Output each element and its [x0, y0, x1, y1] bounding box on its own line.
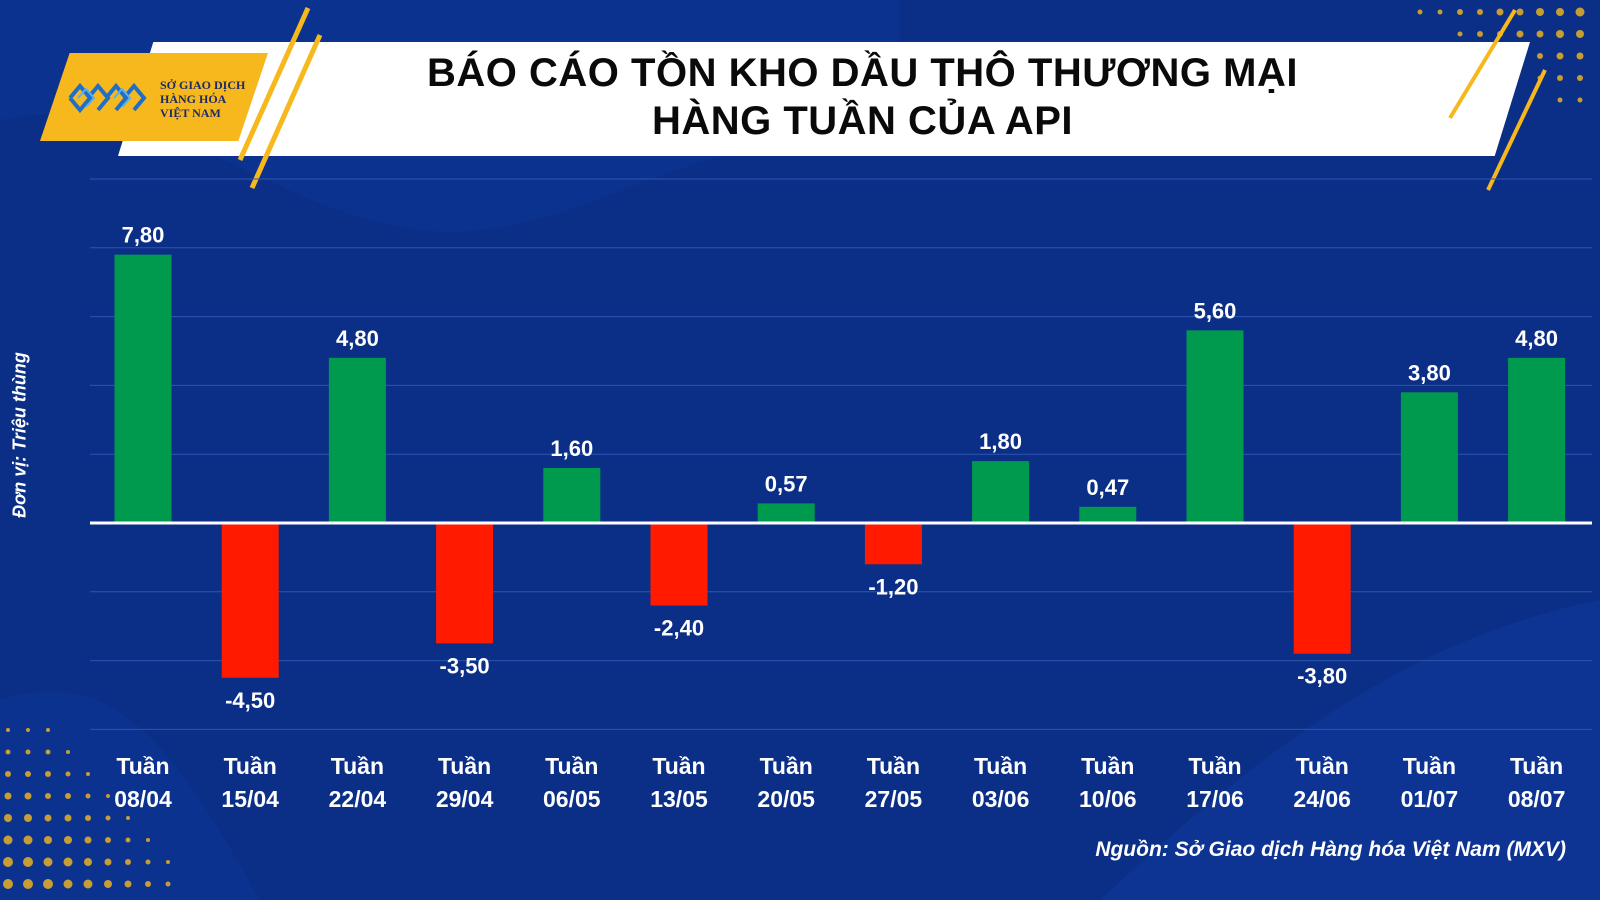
x-tick-label: 24/06	[1293, 786, 1351, 812]
data-label: -2,40	[654, 616, 704, 641]
data-label: -4,50	[225, 688, 275, 713]
data-label: 7,80	[122, 223, 165, 248]
x-tick-label: 29/04	[436, 786, 494, 812]
x-tick-label: 10/06	[1079, 786, 1137, 812]
x-tick-label: 17/06	[1186, 786, 1244, 812]
data-label: 3,80	[1408, 360, 1451, 385]
bar-22-04	[328, 357, 386, 523]
title-banner	[118, 42, 1530, 156]
x-tick-label-prefix: Tuần	[1296, 753, 1349, 779]
data-label: 0,57	[765, 471, 808, 496]
bar-15-04	[221, 523, 279, 678]
bar-06-05	[543, 467, 601, 523]
logo-line-2: HÀNG HÓA	[160, 92, 227, 106]
bar-20-05	[757, 503, 815, 523]
x-tick-label: 20/05	[757, 786, 815, 812]
x-tick-label-prefix: Tuần	[1188, 753, 1241, 779]
x-tick-label: 27/05	[865, 786, 923, 812]
chart-title-line-1: BÁO CÁO TỒN KHO DẦU THÔ THƯƠNG MẠI	[427, 51, 1298, 95]
data-label: 1,60	[550, 436, 593, 461]
bar-13-05	[650, 523, 708, 606]
x-tick-label: 15/04	[221, 786, 279, 812]
x-tick-label-prefix: Tuần	[760, 753, 813, 779]
bar-08-07	[1508, 357, 1566, 523]
bar-27-05	[864, 523, 922, 565]
logo-line-1: SỞ GIAO DỊCH	[160, 78, 246, 92]
data-label: 4,80	[336, 326, 379, 351]
x-tick-label: 22/04	[329, 786, 387, 812]
bar-01-07	[1400, 392, 1458, 523]
chart-title-line-2: HÀNG TUẦN CỦA API	[651, 99, 1074, 143]
x-tick-label: 08/04	[114, 786, 172, 812]
x-tick-label-prefix: Tuần	[1081, 753, 1134, 779]
x-tick-label: 01/07	[1401, 786, 1459, 812]
bar-03-06	[972, 461, 1030, 523]
x-tick-label-prefix: Tuần	[331, 753, 384, 779]
data-label: 0,47	[1086, 475, 1129, 500]
data-label: -3,50	[440, 653, 490, 678]
x-tick-label-prefix: Tuần	[1403, 753, 1456, 779]
x-tick-label: 03/06	[972, 786, 1030, 812]
source-note: Nguồn: Sở Giao dịch Hàng hóa Việt Nam (M…	[1095, 838, 1566, 861]
logo-text: SỞ GIAO DỊCH HÀNG HÓA VIỆT NAM	[160, 78, 245, 120]
bar-24-06	[1293, 523, 1351, 654]
x-tick-label-prefix: Tuần	[438, 753, 491, 779]
mxv-logo-icon	[68, 82, 147, 114]
bar-08-04	[114, 254, 172, 523]
data-label: 1,80	[979, 429, 1022, 454]
x-tick-label-prefix: Tuần	[974, 753, 1027, 779]
bar-29-04	[436, 523, 494, 644]
logo-line-3: VIỆT NAM	[160, 106, 221, 120]
bar-17-06	[1186, 330, 1244, 523]
data-label: 5,60	[1194, 298, 1237, 323]
x-tick-label-prefix: Tuần	[224, 753, 277, 779]
data-label: 4,80	[1515, 326, 1558, 351]
data-label: -3,80	[1297, 664, 1347, 689]
x-tick-label-prefix: Tuần	[545, 753, 598, 779]
x-tick-label: 08/07	[1508, 786, 1566, 812]
x-tick-label: 06/05	[543, 786, 601, 812]
x-tick-label-prefix: Tuần	[652, 753, 705, 779]
x-tick-label-prefix: Tuần	[116, 753, 169, 779]
x-tick-label-prefix: Tuần	[1510, 753, 1563, 779]
data-label: -1,20	[868, 574, 918, 599]
x-tick-label: 13/05	[650, 786, 708, 812]
bar-10-06	[1079, 506, 1137, 523]
x-tick-label-prefix: Tuần	[867, 753, 920, 779]
